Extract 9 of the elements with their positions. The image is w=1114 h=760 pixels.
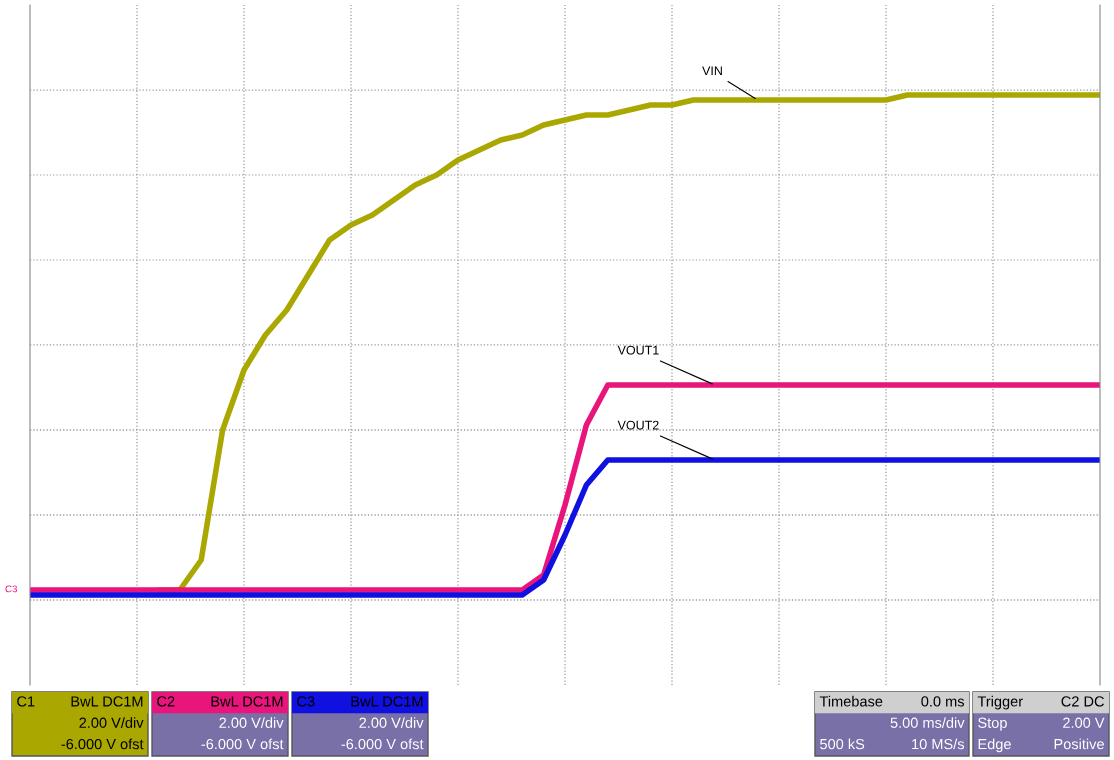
text: C1 BwL DC1M 2.00 V/div -6.000 V ofst	[17, 696, 144, 750]
text: VOUT1	[617, 345, 659, 355]
text: Timebase 0.0 ms 5.00 ms/div 500 kS 10 MS/s	[819, 695, 965, 750]
text: C3	[5, 585, 17, 593]
series-label: VIN	[702, 66, 722, 75]
text: VOUT2	[617, 420, 659, 430]
text: Trigger C2 DC Stop 2.00 V Edge Positive	[977, 695, 1105, 753]
text: C3 BwL DC1M 2.00 V/div -6.000 V ofst	[297, 696, 424, 750]
text: C2 BwL DC1M 2.00 V/div -6.000 V ofst	[157, 696, 284, 750]
